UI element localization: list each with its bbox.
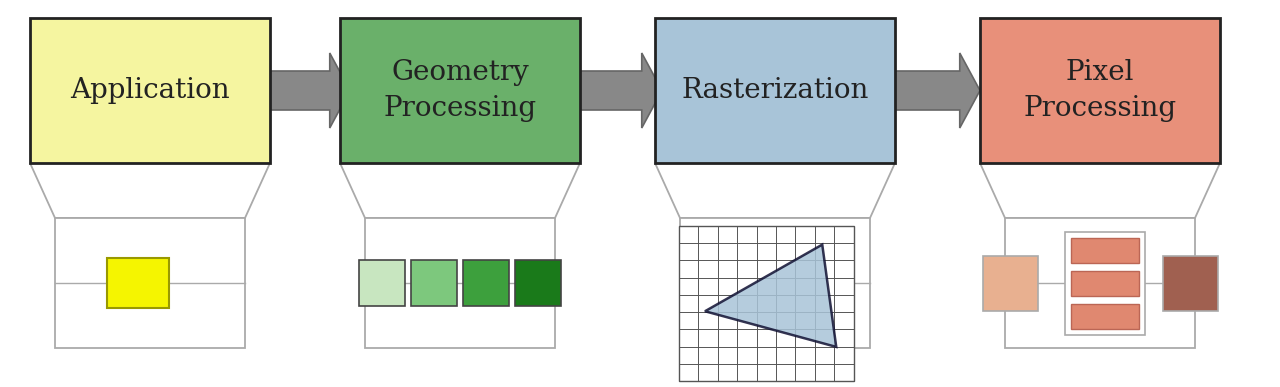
- Bar: [29, 18, 270, 163]
- Bar: [983, 255, 1038, 310]
- Bar: [411, 260, 457, 306]
- Polygon shape: [260, 53, 349, 128]
- Polygon shape: [705, 245, 836, 347]
- Polygon shape: [340, 163, 580, 218]
- Polygon shape: [980, 163, 1220, 218]
- Bar: [655, 18, 895, 163]
- Text: Application: Application: [70, 77, 230, 104]
- Bar: [680, 218, 870, 348]
- Polygon shape: [29, 163, 270, 218]
- Text: Rasterization: Rasterization: [681, 77, 869, 104]
- Bar: [55, 218, 244, 348]
- Bar: [463, 260, 509, 306]
- Text: Geometry
Processing: Geometry Processing: [384, 59, 536, 122]
- Bar: [1162, 255, 1217, 310]
- Bar: [358, 260, 404, 306]
- Bar: [515, 260, 561, 306]
- Bar: [340, 18, 580, 163]
- Bar: [1065, 231, 1146, 334]
- Bar: [980, 18, 1220, 163]
- Text: Pixel
Processing: Pixel Processing: [1024, 59, 1176, 122]
- Bar: [1071, 271, 1139, 296]
- Bar: [678, 226, 854, 381]
- Bar: [1005, 218, 1196, 348]
- Bar: [1071, 303, 1139, 329]
- Polygon shape: [890, 53, 980, 128]
- Bar: [365, 218, 556, 348]
- Bar: [1071, 238, 1139, 262]
- Bar: [106, 258, 169, 308]
- Polygon shape: [655, 163, 895, 218]
- Polygon shape: [572, 53, 662, 128]
